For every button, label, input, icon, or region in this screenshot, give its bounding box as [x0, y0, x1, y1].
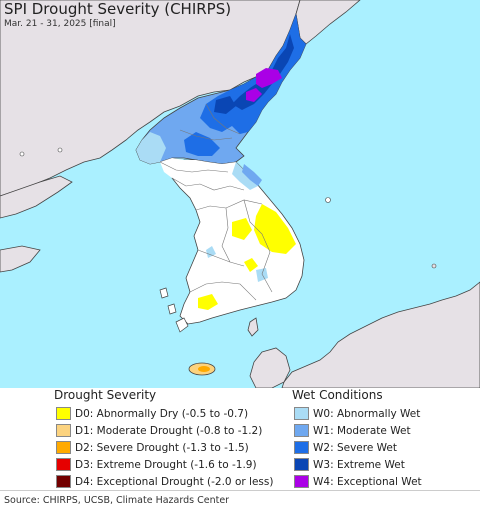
wet-w2-nk-south	[184, 132, 220, 156]
legend-item-w3: W3: Extreme Wet	[294, 457, 405, 472]
jeju-d2-core	[198, 366, 210, 372]
swatch-w4	[294, 475, 309, 488]
map-svg	[0, 0, 480, 388]
legend-item-w2: W2: Severe Wet	[294, 440, 397, 455]
dry-d0-south2	[244, 258, 258, 272]
legend-item-w1: W1: Moderate Wet	[294, 423, 411, 438]
wet-w3-nk	[232, 34, 294, 110]
legend-item-d3: D3: Extreme Drought (-1.6 to -1.9)	[56, 457, 257, 472]
wet-w4-nk-2	[246, 88, 262, 102]
legend-label-d3: D3: Extreme Drought (-1.6 to -1.9)	[75, 458, 257, 471]
ulleung-island	[325, 197, 331, 203]
wet-w0-south2	[206, 246, 216, 258]
wet-w3-nk-2	[214, 96, 236, 114]
dry-d0-east	[254, 204, 296, 254]
islet-1	[19, 151, 25, 157]
islet-3	[431, 263, 437, 269]
wet-w4-nk	[256, 68, 282, 88]
map-panel: SPI Drought Severity (CHIRPS) Mar. 21 - …	[0, 0, 480, 388]
swatch-w1	[294, 424, 309, 437]
legend: Drought Severity Wet Conditions D0: Abno…	[0, 388, 480, 490]
dry-d0-south	[198, 294, 218, 310]
footer-divider	[0, 490, 480, 491]
china-coast-west	[0, 175, 73, 219]
swatch-w2	[294, 441, 309, 454]
map-title: SPI Drought Severity (CHIRPS)	[4, 0, 232, 18]
legend-item-d2: D2: Severe Drought (-1.3 to -1.5)	[56, 440, 249, 455]
swatch-w0	[294, 407, 309, 420]
wet-w0-east	[232, 162, 258, 190]
islet-2	[57, 147, 63, 153]
china-coast-southwest	[0, 245, 41, 273]
legend-label-d2: D2: Severe Drought (-1.3 to -1.5)	[75, 441, 249, 454]
legend-label-d1: D1: Moderate Drought (-0.8 to -1.2)	[75, 424, 263, 437]
swatch-d0	[56, 407, 71, 420]
legend-item-d1: D1: Moderate Drought (-0.8 to -1.2)	[56, 423, 262, 438]
legend-label-w3: W3: Extreme Wet	[313, 458, 405, 471]
source-credit: Source: CHIRPS, UCSB, Climate Hazards Ce…	[4, 495, 230, 506]
legend-item-w4: W4: Exceptional Wet	[294, 474, 422, 489]
legend-item-d0: D0: Abnormally Dry (-0.5 to -0.7)	[56, 406, 248, 421]
nk-normal-south	[160, 158, 236, 178]
legend-label-w2: W2: Severe Wet	[313, 441, 397, 454]
legend-item-w0: W0: Abnormally Wet	[294, 406, 420, 421]
swatch-d3	[56, 458, 71, 471]
sw-islands	[159, 287, 189, 333]
wet-w1-east	[242, 164, 262, 186]
swatch-d4	[56, 475, 71, 488]
swatch-d2	[56, 441, 71, 454]
wet-w0-south	[256, 268, 268, 282]
legend-item-d4: D4: Exceptional Drought (-2.0 or less)	[56, 474, 273, 489]
legend-label-w0: W0: Abnormally Wet	[313, 407, 421, 420]
legend-label-w4: W4: Exceptional Wet	[313, 475, 422, 488]
tsushima-island	[247, 317, 259, 337]
legend-label-d4: D4: Exceptional Drought (-2.0 or less)	[75, 475, 274, 488]
legend-label-w1: W1: Moderate Wet	[313, 424, 411, 437]
swatch-w3	[294, 458, 309, 471]
swatch-d1	[56, 424, 71, 437]
wet-w0-nk-west	[136, 132, 166, 164]
map-subtitle: Mar. 21 - 31, 2025 [final]	[4, 19, 116, 29]
dry-d0-central	[232, 218, 252, 240]
legend-label-d0: D0: Abnormally Dry (-0.5 to -0.7)	[75, 407, 249, 420]
wet-legend-heading: Wet Conditions	[292, 388, 383, 402]
japan-kyushu	[249, 347, 291, 388]
drought-legend-heading: Drought Severity	[54, 388, 157, 402]
province-borders	[159, 103, 273, 301]
